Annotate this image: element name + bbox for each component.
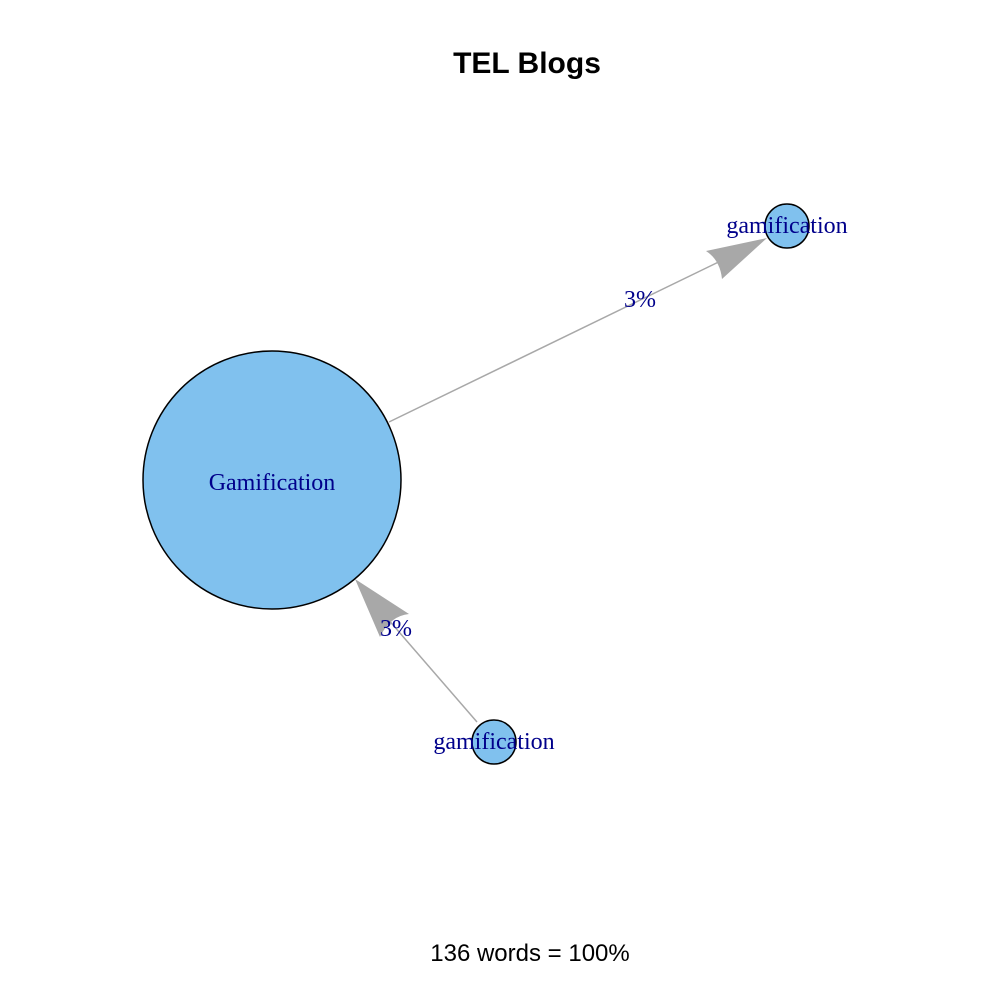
edge-line (388, 254, 734, 423)
edge-arrowhead (706, 238, 767, 279)
node-label: gamification (726, 213, 847, 239)
node-label: Gamification (209, 470, 336, 496)
node-circle (764, 203, 810, 249)
edge-main-to-top-right (388, 238, 767, 423)
edge-line (379, 609, 478, 723)
diagram-title: TEL Blogs (453, 47, 601, 80)
node-circle (142, 350, 402, 610)
edge-label-main-to-top-right: 3% (624, 287, 656, 313)
node-label: gamification (433, 729, 554, 755)
edge-bottom-to-main (355, 579, 478, 723)
footer-word-count: 136 words = 100% (430, 940, 629, 967)
edge-arrowhead (355, 579, 409, 637)
node-bottom: gamification (433, 719, 555, 765)
edge-label-bottom-to-main: 3% (380, 616, 412, 642)
node-top-right: gamification (726, 203, 848, 249)
node-circle (471, 719, 517, 765)
node-main: Gamification (142, 350, 402, 610)
